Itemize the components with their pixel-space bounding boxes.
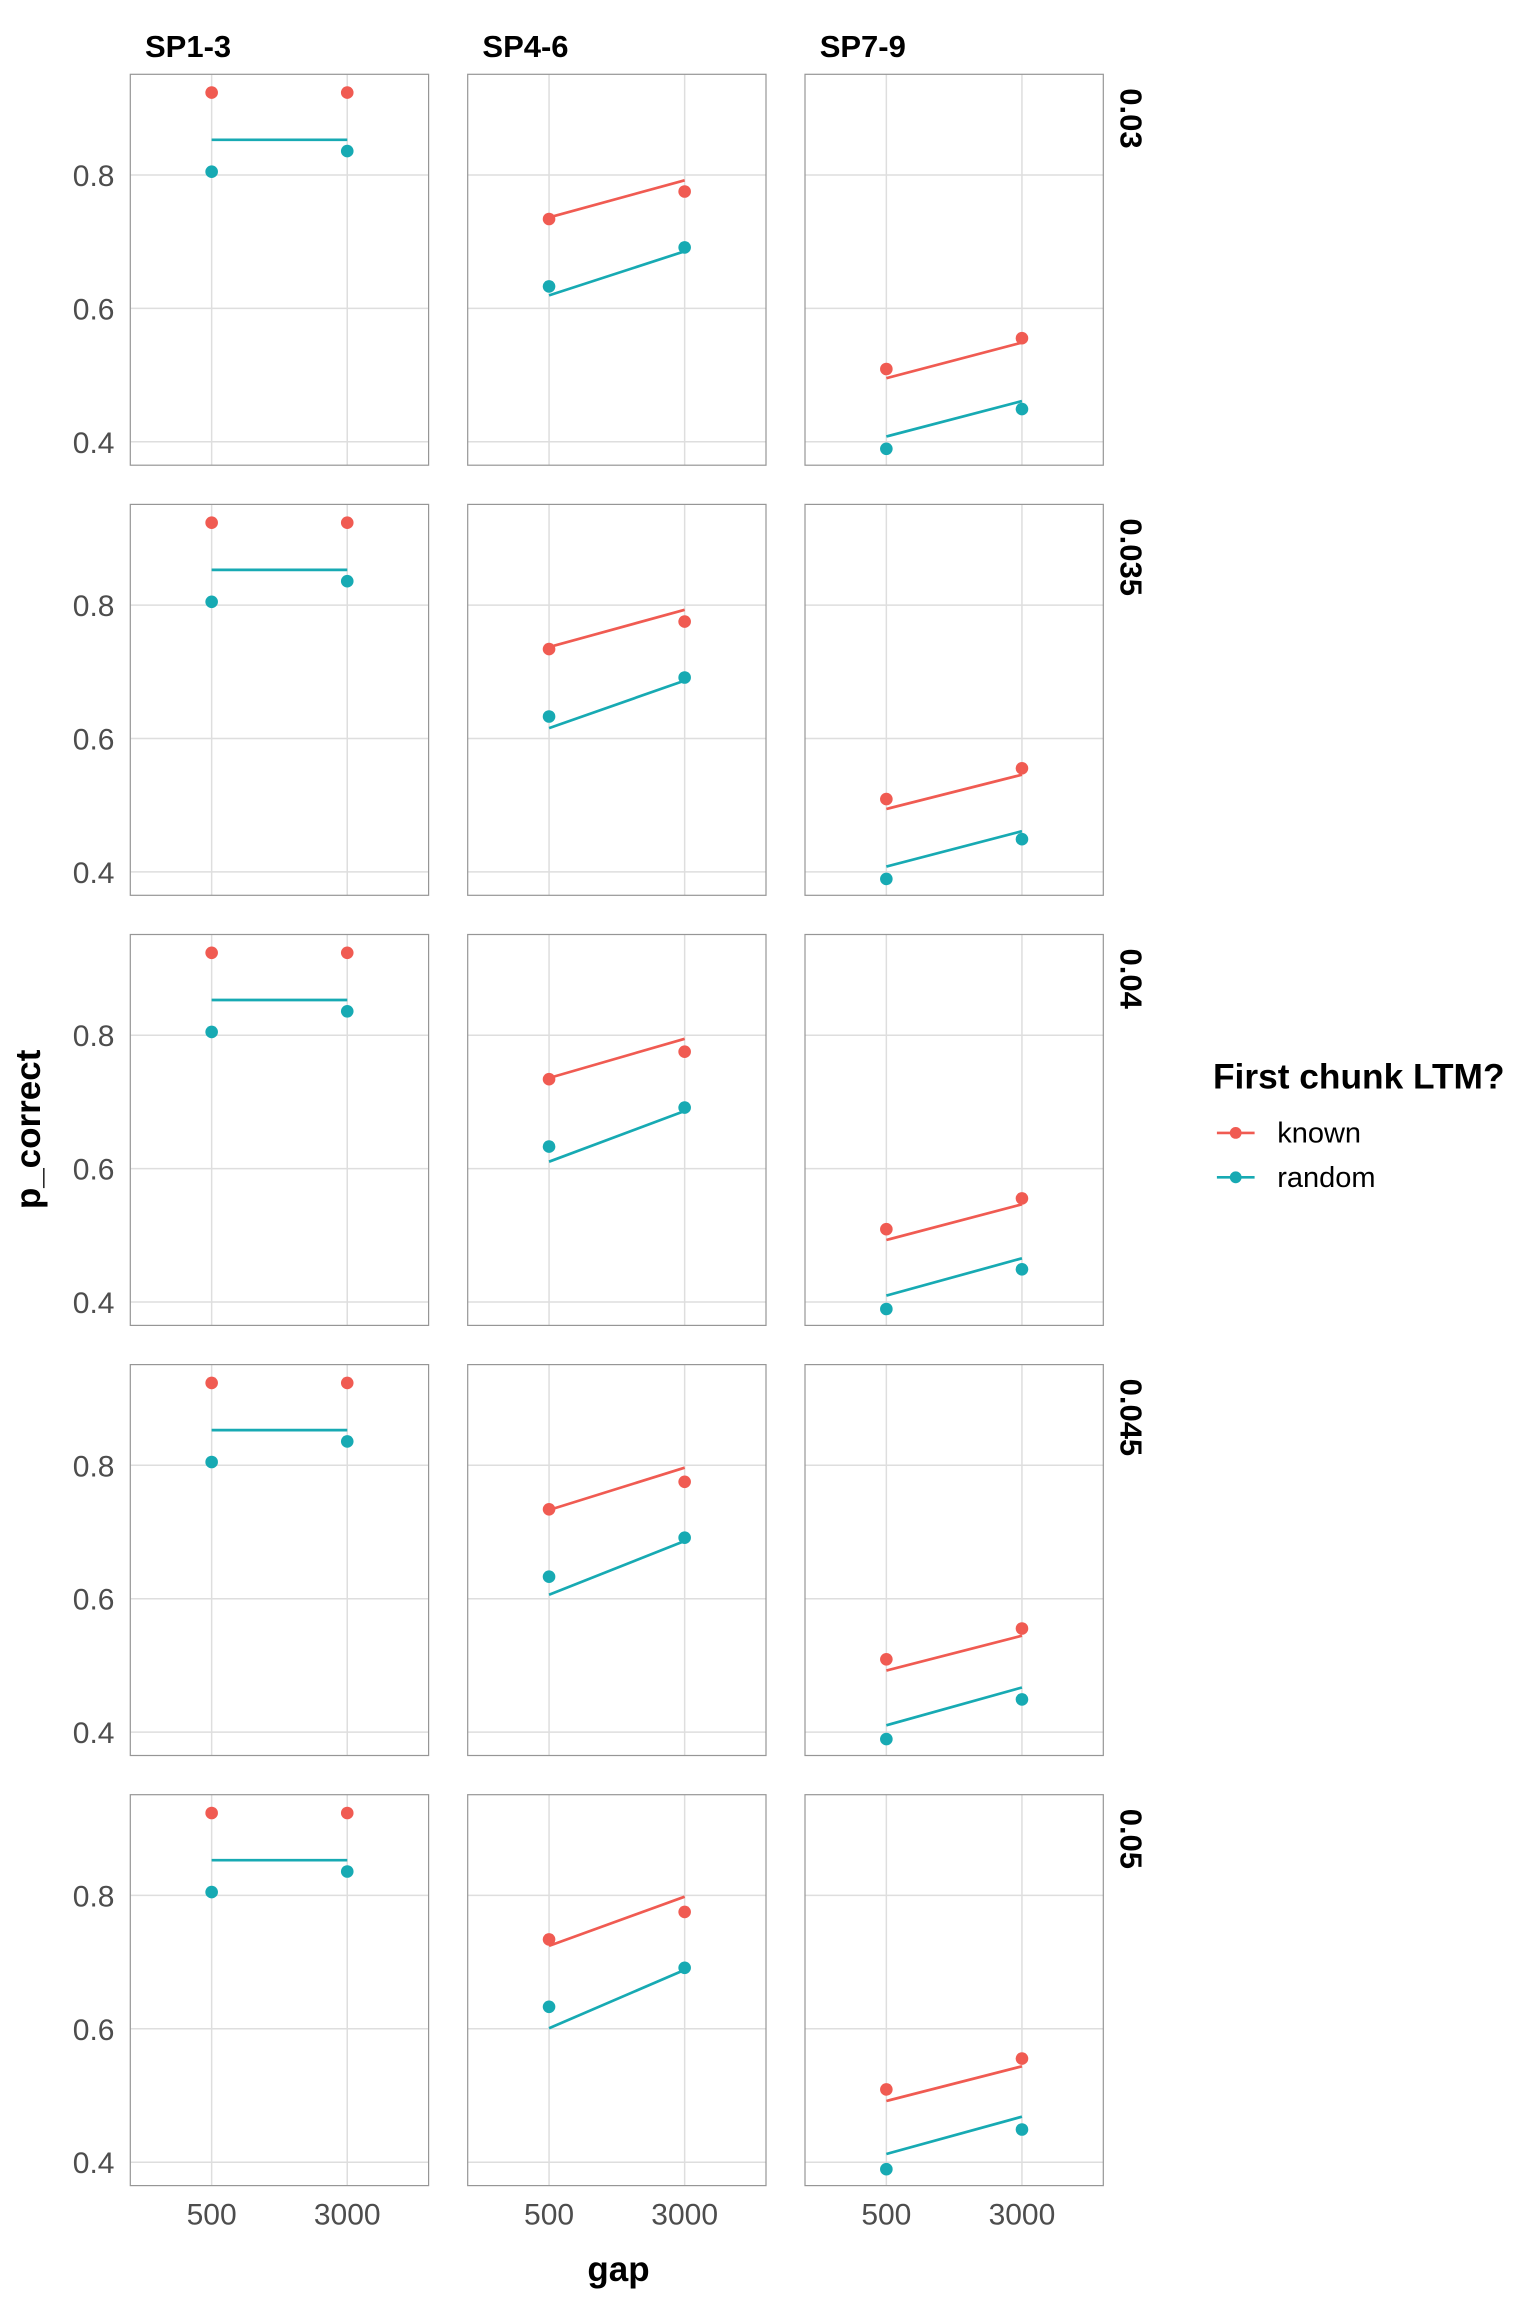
svg-text:0.8: 0.8	[73, 1880, 115, 1913]
svg-text:0.8: 0.8	[73, 1450, 115, 1483]
svg-text:0.035: 0.035	[1114, 518, 1149, 596]
svg-text:0.03: 0.03	[1114, 88, 1149, 148]
svg-text:0.6: 0.6	[73, 293, 115, 326]
svg-text:0.4: 0.4	[73, 1717, 115, 1750]
svg-text:0.4: 0.4	[73, 427, 115, 460]
svg-text:0.4: 0.4	[73, 1287, 115, 1320]
svg-text:0.05: 0.05	[1114, 1809, 1149, 1869]
svg-text:SP7-9: SP7-9	[820, 29, 906, 64]
svg-text:0.4: 0.4	[73, 2147, 115, 2180]
svg-text:0.8: 0.8	[73, 160, 115, 193]
svg-text:0.8: 0.8	[73, 1020, 115, 1053]
svg-text:0.6: 0.6	[73, 1154, 115, 1187]
svg-text:0.8: 0.8	[73, 590, 115, 623]
svg-text:500: 500	[524, 2199, 574, 2232]
svg-text:gap: gap	[587, 2250, 649, 2289]
svg-text:500: 500	[861, 2199, 911, 2232]
svg-text:3000: 3000	[314, 2199, 381, 2232]
svg-text:First chunk LTM?: First chunk LTM?	[1213, 1057, 1505, 1096]
svg-text:0.6: 0.6	[73, 724, 115, 757]
svg-text:500: 500	[187, 2199, 237, 2232]
svg-text:SP1-3: SP1-3	[145, 29, 231, 64]
svg-text:random: random	[1277, 1162, 1375, 1194]
svg-text:0.4: 0.4	[73, 857, 115, 890]
svg-text:3000: 3000	[989, 2199, 1056, 2232]
svg-text:SP4-6: SP4-6	[482, 29, 568, 64]
svg-text:0.04: 0.04	[1114, 949, 1149, 1010]
svg-text:p_correct: p_correct	[9, 1049, 48, 1209]
svg-text:0.045: 0.045	[1114, 1379, 1149, 1457]
svg-text:0.6: 0.6	[73, 2014, 115, 2047]
svg-text:3000: 3000	[651, 2199, 718, 2232]
svg-text:known: known	[1277, 1118, 1361, 1150]
svg-text:0.6: 0.6	[73, 1584, 115, 1617]
